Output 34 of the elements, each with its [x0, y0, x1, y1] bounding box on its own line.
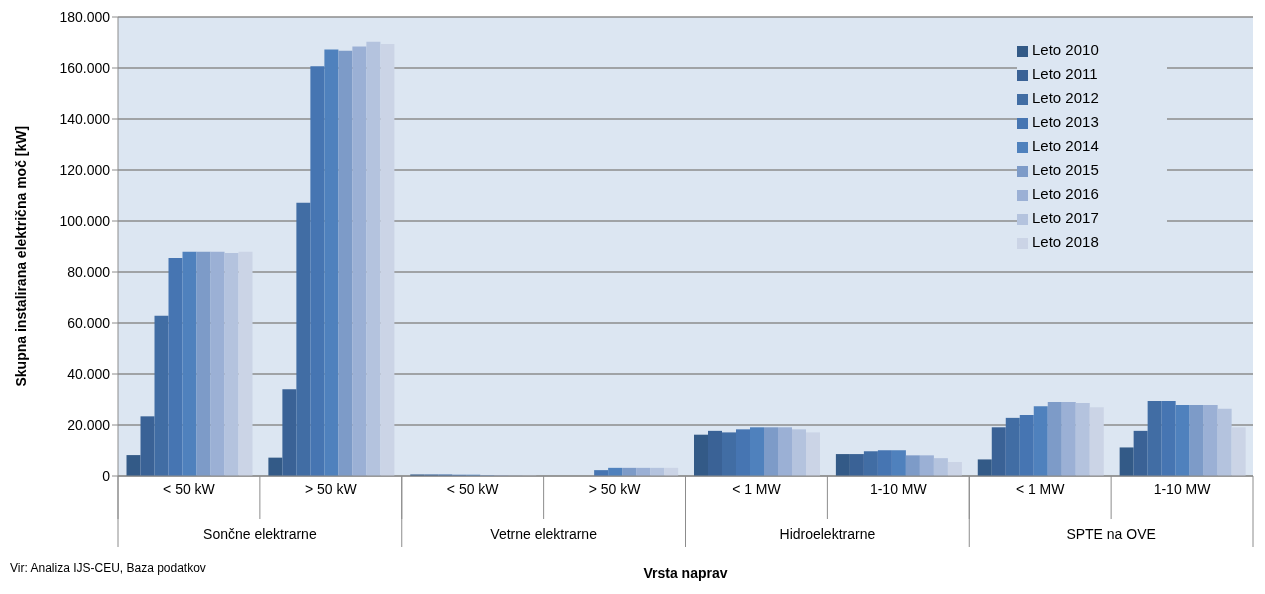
y-tick-label: 40.000 [67, 365, 111, 382]
y-tick-label: 100.000 [59, 212, 111, 229]
text: Vetrne elektrarne [490, 526, 598, 542]
y-tick-label: 120.000 [59, 161, 111, 178]
x-tick-label: < 1 MW [1015, 480, 1066, 497]
x-tick-label: > 50 kW [588, 480, 642, 497]
legend-label: Leto 2011 [1032, 65, 1098, 82]
x-tick-label: 1-10 MW [869, 480, 928, 497]
y-tick-label: 80.000 [67, 263, 111, 280]
text: Vir: Analiza IJS-CEU, Baza podatkov [10, 561, 206, 575]
legend-label: Leto 2018 [1032, 233, 1099, 250]
x-tick-label: < 50 kW [446, 480, 500, 497]
y-tick-label: 60.000 [67, 314, 111, 331]
legend-label: Leto 2010 [1032, 41, 1099, 58]
legend-label: Leto 2013 [1032, 113, 1099, 130]
y-tick-label: 140.000 [59, 110, 111, 127]
text: Sončne elektrarne [203, 526, 317, 542]
legend-label: Leto 2016 [1032, 185, 1099, 202]
x-tick-label: > 50 kW [304, 480, 358, 497]
y-tick-label: 20.000 [67, 416, 111, 433]
x-tick-label: < 1 MW [732, 480, 782, 497]
y-axis-title: Skupna instalirana električna moč [kW] [12, 125, 29, 387]
legend-label: Leto 2012 [1032, 89, 1099, 106]
text: Hidroelektrarne [779, 526, 876, 542]
text: SPTE na OVE [1066, 526, 1156, 542]
y-tick-label: 180.000 [59, 8, 111, 25]
x-tick-label: < 50 kW [163, 480, 216, 497]
legend-label: Leto 2015 [1032, 161, 1099, 178]
legend-label: Leto 2014 [1032, 137, 1099, 154]
x-tick-label: 1-10 MW [1153, 480, 1212, 497]
y-tick-label: 0 [102, 467, 111, 484]
x-axis-title: Vrsta naprav [643, 565, 728, 581]
legend-label: Leto 2017 [1032, 209, 1099, 226]
y-tick-label: 160.000 [59, 59, 111, 76]
